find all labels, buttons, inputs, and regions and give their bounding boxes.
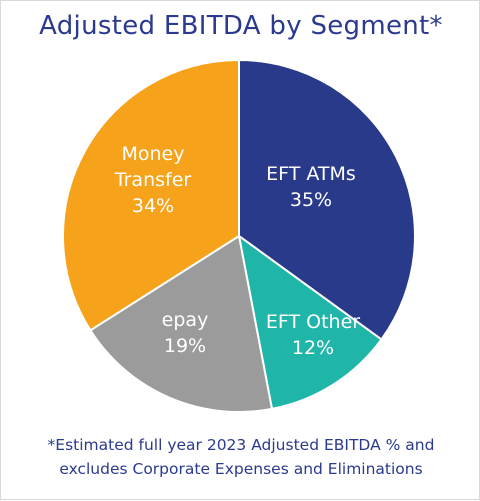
slice-name-money-transfer: Money [122, 143, 185, 165]
slice-label-eft-atms: EFT ATMs 35% [266, 163, 356, 211]
slice-value-money-transfer: 34% [132, 195, 174, 217]
slice-value-eft-atms: 35% [290, 189, 332, 211]
slice-label-money-transfer: Money Transfer 34% [114, 143, 192, 217]
slice-value-epay: 19% [164, 335, 206, 357]
pie-slice-eft-atms [238, 58, 416, 341]
slice-name-money-transfer: Transfer [114, 169, 192, 191]
slice-value-eft-other: 12% [292, 337, 334, 359]
slice-name-epay: epay [162, 309, 209, 331]
chart-title: Adjusted EBITDA by Segment* [39, 11, 443, 41]
pie-slice-epay [89, 234, 274, 413]
slice-name-eft-other: EFT Other [266, 311, 360, 333]
chart-footnote: *Estimated full year 2023 Adjusted EBITD… [1, 433, 480, 481]
footnote-line-1: *Estimated full year 2023 Adjusted EBITD… [47, 436, 435, 454]
slice-name-eft-atms: EFT ATMs [266, 163, 356, 185]
pie-slice-eft-other [237, 233, 383, 411]
footnote-line-2: excludes Corporate Expenses and Eliminat… [59, 460, 423, 478]
slice-label-eft-other: EFT Other 12% [266, 311, 360, 359]
slice-label-epay: epay 19% [162, 309, 209, 357]
pie-slice-money-transfer [62, 58, 240, 332]
